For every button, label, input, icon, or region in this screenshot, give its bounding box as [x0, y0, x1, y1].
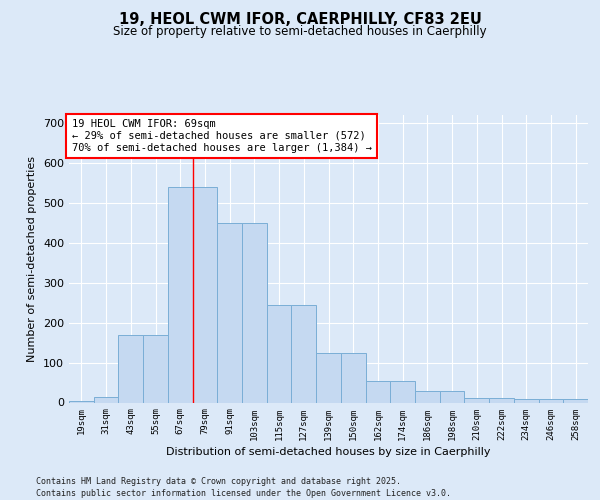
Bar: [292, 304, 316, 402]
Text: Contains public sector information licensed under the Open Government Licence v3: Contains public sector information licen…: [36, 489, 451, 498]
X-axis label: Distribution of semi-detached houses by size in Caerphilly: Distribution of semi-detached houses by …: [166, 446, 491, 456]
Bar: [415, 392, 440, 402]
Bar: [464, 398, 489, 402]
Bar: [168, 187, 193, 402]
Bar: [143, 334, 168, 402]
Text: Size of property relative to semi-detached houses in Caerphilly: Size of property relative to semi-detach…: [113, 25, 487, 38]
Bar: [341, 352, 365, 403]
Bar: [489, 398, 514, 402]
Bar: [242, 223, 267, 402]
Bar: [193, 187, 217, 402]
Bar: [365, 380, 390, 402]
Bar: [94, 396, 118, 402]
Bar: [440, 392, 464, 402]
Bar: [316, 352, 341, 403]
Text: 19 HEOL CWM IFOR: 69sqm
← 29% of semi-detached houses are smaller (572)
70% of s: 19 HEOL CWM IFOR: 69sqm ← 29% of semi-de…: [71, 120, 371, 152]
Text: Contains HM Land Registry data © Crown copyright and database right 2025.: Contains HM Land Registry data © Crown c…: [36, 478, 401, 486]
Y-axis label: Number of semi-detached properties: Number of semi-detached properties: [28, 156, 37, 362]
Bar: [69, 400, 94, 402]
Bar: [563, 398, 588, 402]
Bar: [390, 380, 415, 402]
Bar: [514, 398, 539, 402]
Text: 19, HEOL CWM IFOR, CAERPHILLY, CF83 2EU: 19, HEOL CWM IFOR, CAERPHILLY, CF83 2EU: [119, 12, 481, 28]
Bar: [217, 223, 242, 402]
Bar: [118, 334, 143, 402]
Bar: [267, 304, 292, 402]
Bar: [539, 398, 563, 402]
